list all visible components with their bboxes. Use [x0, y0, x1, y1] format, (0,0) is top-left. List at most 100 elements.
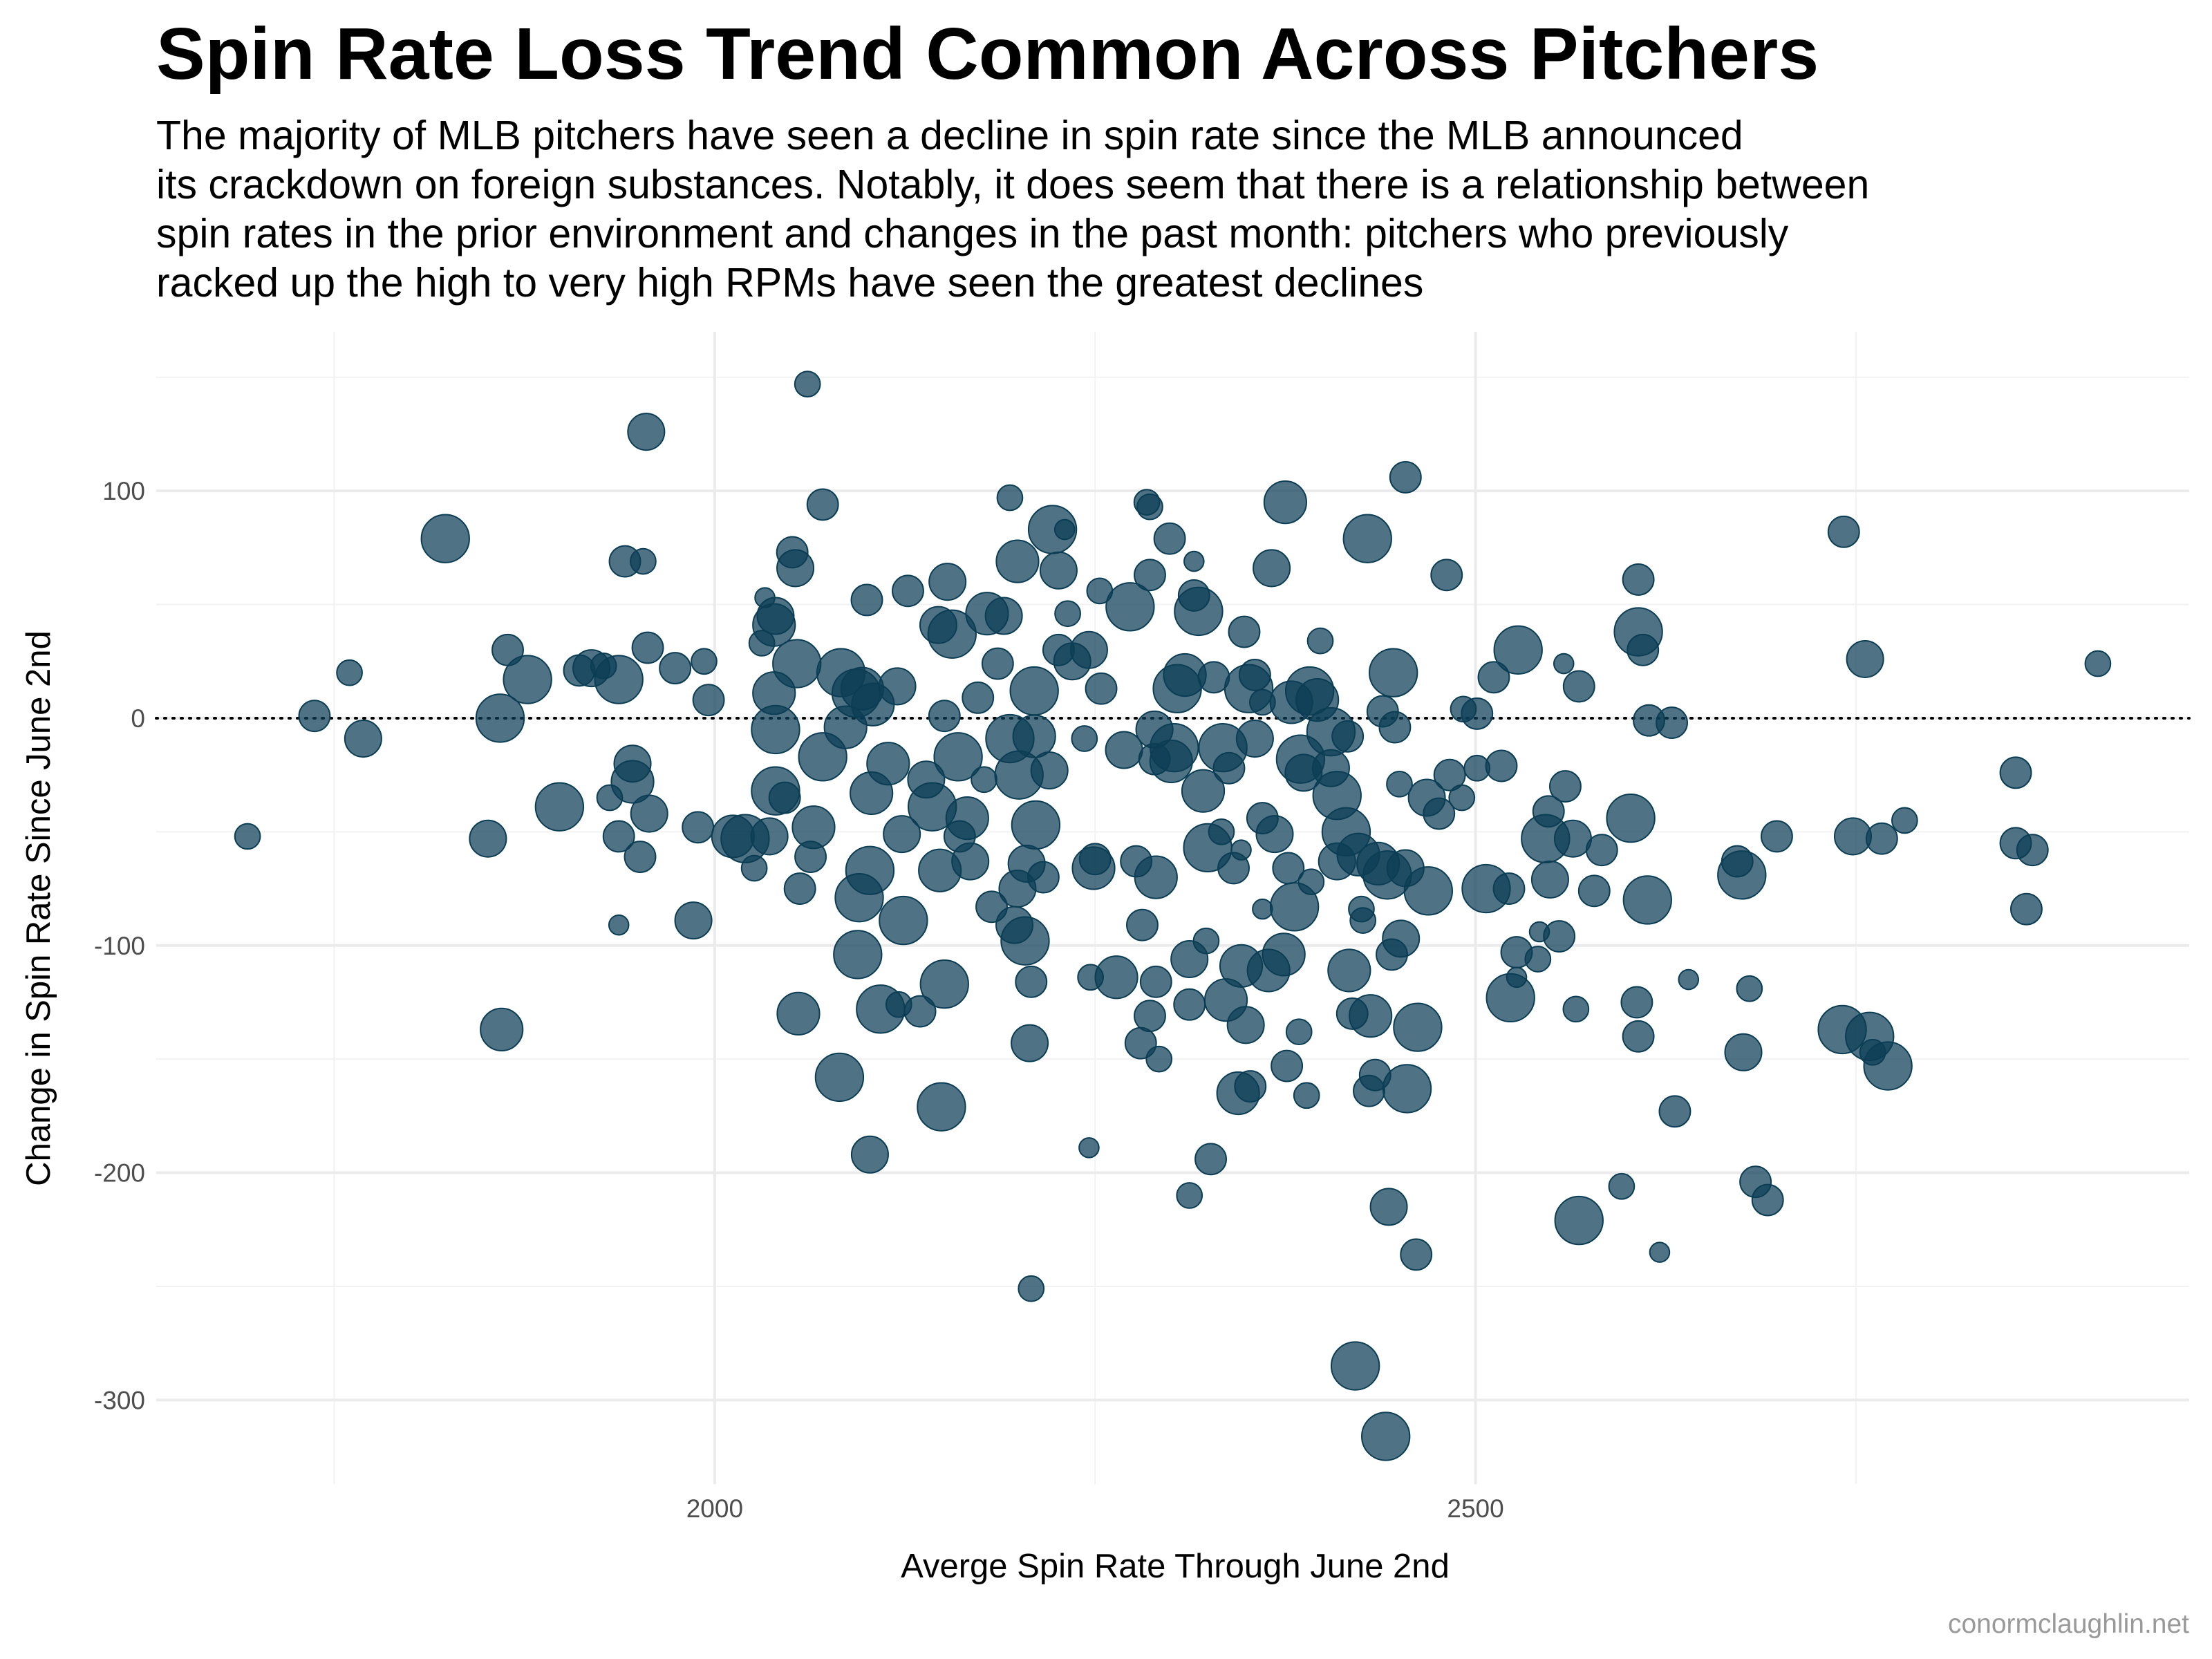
- point: [1153, 522, 1186, 555]
- point: [1053, 518, 1076, 541]
- point: [1433, 758, 1466, 791]
- x-tick-label: 2500: [1447, 1494, 1503, 1523]
- point: [1285, 1018, 1313, 1046]
- point: [1530, 860, 1569, 899]
- point: [631, 631, 664, 664]
- y-tick-label: -300: [94, 1386, 145, 1414]
- point: [928, 700, 961, 733]
- point: [1293, 1082, 1320, 1109]
- point: [1349, 907, 1377, 934]
- point: [1173, 988, 1206, 1021]
- point: [919, 959, 969, 1009]
- point: [1011, 800, 1061, 850]
- point: [850, 1135, 889, 1174]
- point: [1000, 916, 1050, 966]
- point: [1865, 822, 1898, 855]
- point: [1009, 666, 1059, 716]
- point: [1262, 932, 1306, 977]
- point: [298, 700, 331, 733]
- point: [1562, 995, 1590, 1023]
- point: [1134, 1000, 1166, 1033]
- point: [1018, 1275, 1045, 1302]
- point: [1736, 975, 1763, 1002]
- point: [1393, 1002, 1443, 1052]
- point: [756, 597, 795, 635]
- point: [1327, 948, 1371, 993]
- point: [630, 547, 657, 575]
- point: [630, 794, 668, 833]
- point: [933, 732, 983, 782]
- point: [772, 639, 822, 688]
- point: [1891, 807, 1918, 834]
- point: [1271, 1049, 1304, 1082]
- y-tick-label: -200: [94, 1159, 145, 1188]
- x-axis-title: Averge Spin Rate Through June 2nd: [901, 1548, 1450, 1585]
- point: [783, 872, 816, 905]
- point: [1622, 563, 1655, 596]
- point: [1039, 551, 1078, 590]
- point: [682, 811, 715, 844]
- point: [995, 539, 1040, 583]
- point: [1349, 994, 1393, 1038]
- point: [1011, 1024, 1049, 1062]
- point: [1150, 723, 1199, 773]
- point: [692, 684, 725, 717]
- point: [1562, 670, 1595, 703]
- point: [1622, 875, 1673, 925]
- point: [344, 720, 382, 758]
- point: [1183, 550, 1205, 572]
- point: [1658, 1095, 1691, 1128]
- point: [1145, 1045, 1173, 1073]
- point: [879, 895, 928, 946]
- point: [659, 652, 692, 685]
- point: [971, 766, 997, 794]
- point: [1230, 839, 1252, 861]
- y-tick-label: 100: [102, 477, 145, 505]
- point: [624, 841, 657, 873]
- caption: conormclaughlin.net: [1948, 1609, 2189, 1639]
- point: [1030, 751, 1069, 790]
- point: [1549, 770, 1582, 803]
- point: [336, 659, 363, 686]
- point: [1717, 850, 1767, 900]
- point: [1331, 720, 1365, 753]
- point: [883, 815, 921, 854]
- point: [1656, 706, 1688, 739]
- point: [1263, 480, 1307, 525]
- point: [1678, 968, 1700, 991]
- point: [1208, 818, 1235, 845]
- point: [1423, 797, 1456, 830]
- point: [1012, 714, 1056, 758]
- point: [1627, 633, 1660, 666]
- point: [1448, 784, 1476, 812]
- point: [1253, 549, 1291, 588]
- point: [1382, 1064, 1432, 1114]
- point: [602, 820, 635, 853]
- subtitle-line: its crackdown on foreign substances. Not…: [156, 162, 1869, 207]
- point: [1477, 661, 1510, 694]
- point: [1136, 493, 1163, 521]
- point: [1297, 868, 1325, 896]
- point: [1054, 600, 1081, 628]
- point: [534, 782, 585, 832]
- point: [1174, 586, 1224, 637]
- point: [928, 563, 967, 601]
- point: [892, 574, 924, 608]
- point: [833, 930, 883, 980]
- point: [1094, 955, 1138, 1000]
- point: [1724, 1033, 1763, 1071]
- point: [420, 514, 470, 563]
- point: [1105, 582, 1155, 632]
- point: [1078, 1137, 1100, 1159]
- point: [1212, 751, 1246, 785]
- point: [1492, 872, 1526, 905]
- point: [903, 995, 937, 1028]
- point: [1226, 1006, 1265, 1044]
- point: [627, 413, 666, 451]
- point: [776, 991, 821, 1035]
- y-tick-label: 0: [131, 704, 145, 733]
- x-tick-label: 2000: [686, 1494, 743, 1523]
- point: [2016, 834, 2049, 867]
- subtitle-line: spin rates in the prior environment and …: [156, 211, 1789, 256]
